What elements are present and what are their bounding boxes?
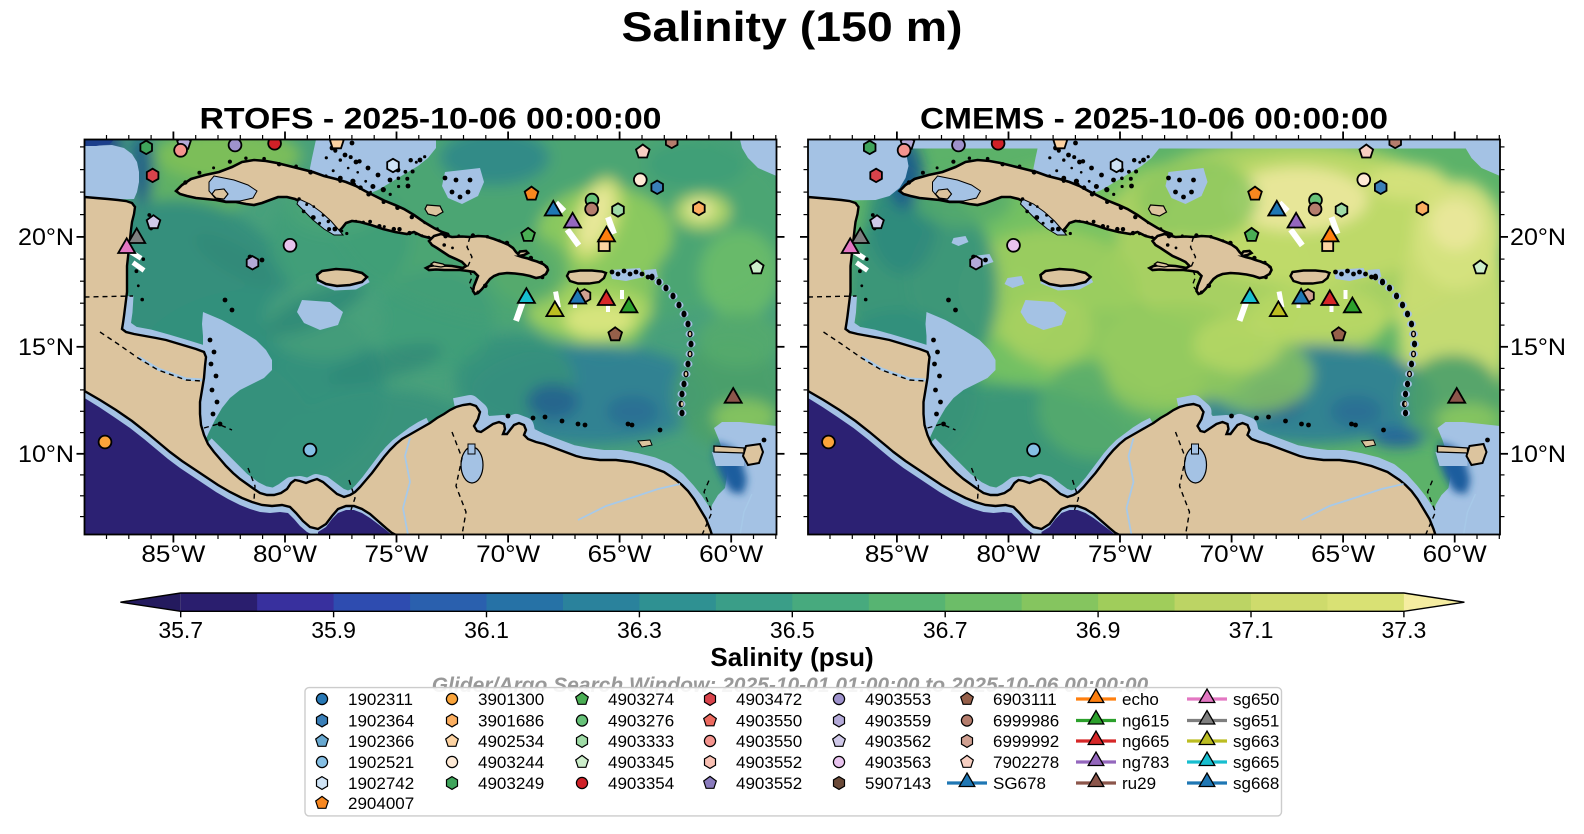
svg-text:60°W: 60°W (699, 541, 763, 568)
svg-text:3901300: 3901300 (478, 690, 544, 709)
svg-text:7902278: 7902278 (993, 753, 1059, 772)
svg-text:85°W: 85°W (141, 541, 205, 568)
svg-text:RTOFS - 2025-10-06 00:00:00: RTOFS - 2025-10-06 00:00:00 (200, 103, 662, 136)
svg-text:1902366: 1902366 (348, 732, 414, 751)
svg-text:6999992: 6999992 (993, 732, 1059, 751)
svg-text:70°W: 70°W (476, 541, 540, 568)
svg-text:36.3: 36.3 (617, 617, 662, 643)
svg-text:4903562: 4903562 (865, 732, 931, 751)
svg-text:70°W: 70°W (1200, 541, 1264, 568)
svg-text:36.9: 36.9 (1076, 617, 1121, 643)
svg-text:36.7: 36.7 (923, 617, 968, 643)
svg-text:15°N: 15°N (1510, 334, 1566, 361)
svg-text:20°N: 20°N (18, 224, 74, 251)
svg-text:4903472: 4903472 (736, 690, 802, 709)
svg-text:85°W: 85°W (865, 541, 929, 568)
svg-text:ng615: ng615 (1122, 712, 1169, 731)
svg-text:35.7: 35.7 (158, 617, 203, 643)
svg-text:15°N: 15°N (18, 334, 74, 361)
svg-text:Salinity (150 m): Salinity (150 m) (622, 3, 963, 50)
svg-text:4903276: 4903276 (608, 712, 674, 731)
svg-text:35.9: 35.9 (311, 617, 356, 643)
svg-text:1902364: 1902364 (348, 712, 414, 731)
svg-text:CMEMS - 2025-10-06 00:00:00: CMEMS - 2025-10-06 00:00:00 (920, 103, 1388, 136)
svg-text:75°W: 75°W (365, 541, 429, 568)
svg-text:6903111: 6903111 (993, 690, 1057, 709)
svg-text:2904007: 2904007 (348, 794, 414, 813)
svg-text:4903550: 4903550 (736, 712, 802, 731)
svg-text:4903354: 4903354 (608, 774, 674, 793)
svg-text:4903563: 4903563 (865, 753, 931, 772)
svg-text:10°N: 10°N (18, 441, 74, 468)
svg-text:sg651: sg651 (1233, 712, 1279, 731)
svg-text:10°N: 10°N (1510, 441, 1566, 468)
svg-text:4903274: 4903274 (608, 690, 674, 709)
svg-text:4903559: 4903559 (865, 712, 931, 731)
svg-text:4903552: 4903552 (736, 753, 802, 772)
svg-text:4902534: 4902534 (478, 732, 544, 751)
svg-text:37.1: 37.1 (1229, 617, 1274, 643)
svg-text:1902521: 1902521 (348, 753, 414, 772)
svg-text:36.1: 36.1 (464, 617, 509, 643)
svg-text:4903553: 4903553 (865, 690, 931, 709)
svg-text:4903550: 4903550 (736, 732, 802, 751)
svg-text:37.3: 37.3 (1382, 617, 1427, 643)
svg-text:echo: echo (1122, 690, 1159, 709)
svg-text:4903552: 4903552 (736, 774, 802, 793)
svg-text:80°W: 80°W (253, 541, 317, 568)
svg-text:ng665: ng665 (1122, 732, 1169, 751)
svg-text:sg665: sg665 (1233, 753, 1279, 772)
svg-text:sg663: sg663 (1233, 732, 1279, 751)
svg-text:4903333: 4903333 (608, 732, 674, 751)
svg-text:65°W: 65°W (588, 541, 652, 568)
svg-text:1902311: 1902311 (348, 690, 413, 709)
svg-text:sg650: sg650 (1233, 690, 1279, 709)
svg-text:SG678: SG678 (993, 774, 1046, 793)
svg-text:ru29: ru29 (1122, 774, 1156, 793)
svg-text:4903249: 4903249 (478, 774, 544, 793)
svg-text:1902742: 1902742 (348, 774, 414, 793)
svg-text:4903345: 4903345 (608, 753, 674, 772)
svg-text:ng783: ng783 (1122, 753, 1169, 772)
svg-text:3901686: 3901686 (478, 712, 544, 731)
svg-text:4903244: 4903244 (478, 753, 544, 772)
svg-text:20°N: 20°N (1510, 224, 1566, 251)
svg-text:Salinity (psu): Salinity (psu) (710, 642, 873, 672)
svg-text:65°W: 65°W (1311, 541, 1375, 568)
svg-text:sg668: sg668 (1233, 774, 1279, 793)
svg-text:36.5: 36.5 (770, 617, 815, 643)
svg-text:5907143: 5907143 (865, 774, 931, 793)
svg-text:75°W: 75°W (1088, 541, 1152, 568)
svg-text:6999986: 6999986 (993, 712, 1059, 731)
svg-text:60°W: 60°W (1423, 541, 1487, 568)
svg-text:80°W: 80°W (977, 541, 1041, 568)
